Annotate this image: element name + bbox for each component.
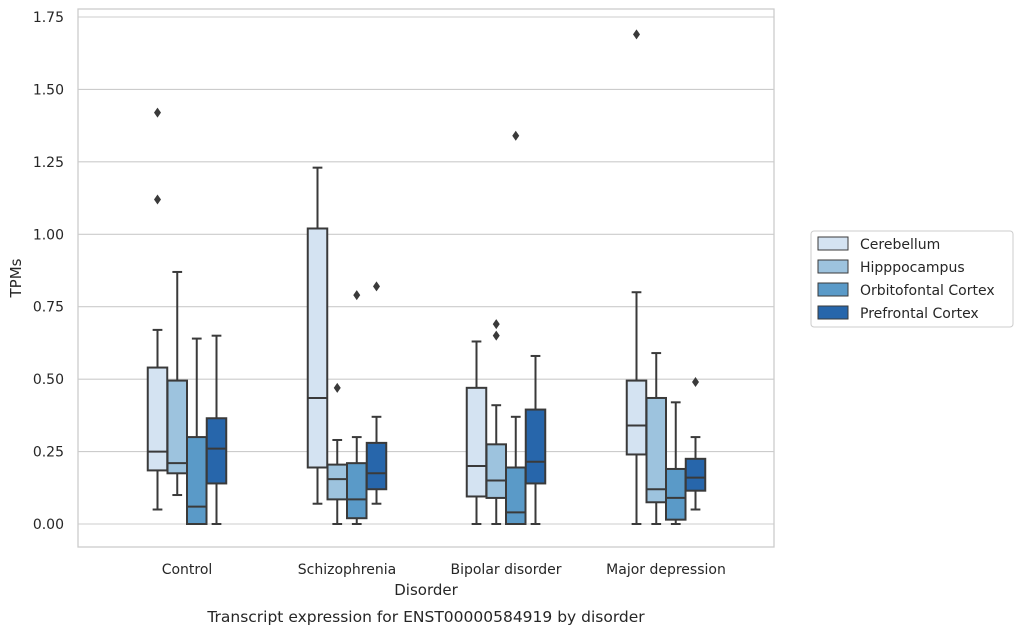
box-iqr [524,408,547,485]
outlier-point [154,107,161,118]
box-iqr [684,457,707,492]
series-hipppocampus [166,270,667,525]
box-bipolar-disorder [524,354,547,525]
box-iqr [485,443,507,499]
outlier-point [333,382,341,393]
y-tick-labels: 0.00 0.25 0.50 0.75 1.00 1.25 1.50 1.75 [33,10,64,533]
box-iqr [326,463,348,501]
outlier-point [492,330,500,341]
outlier-point [492,319,500,330]
outlier-point [512,130,520,141]
box-control [166,270,188,497]
box-schizophrenia [365,281,388,505]
legend-label: Cerebellum [860,237,940,253]
box-major-depression [625,29,648,525]
y-tick-label: 0.75 [33,300,64,316]
outlier-point [373,281,380,292]
legend-swatch [817,282,849,297]
series-prefrontal-cortex [205,281,707,525]
y-tick-label: 0.25 [33,445,64,461]
box-control [186,337,208,526]
y-tick-label: 1.50 [33,82,64,98]
legend-swatch [817,305,849,320]
legend-label: Orbitofontal Cortex [860,283,995,299]
box-iqr [505,466,527,525]
box-iqr [346,462,368,520]
plot-frame [77,8,775,548]
y-tick-label: 1.00 [33,227,64,243]
box-bipolar-disorder [505,130,527,525]
box-control [146,107,169,511]
box-control [205,334,228,525]
box-iqr [166,379,188,475]
legend-label: Hipppocampus [860,260,965,276]
y-tick-label: 0.50 [33,372,64,388]
series-cerebellum [146,29,648,525]
y-tick-label: 0.00 [33,517,64,533]
box-major-depression [645,352,667,525]
x-axis-label: Disorder [394,581,458,599]
box-iqr [205,417,228,485]
x-tick-label: Bipolar disorder [450,562,561,578]
legend: Cerebellum Hipppocampus Orbitofontal Corte… [810,230,1014,328]
legend-frame [810,230,1014,328]
y-axis-label: TPMs [7,258,25,298]
x-tick-label: Control [162,562,213,578]
box-iqr [365,441,388,491]
box-schizophrenia [326,382,348,525]
box-major-depression [665,401,687,525]
box-bipolar-disorder [485,319,507,525]
outlier-point [353,290,361,301]
x-tick-labels: Control Schizophrenia Bipolar disorder Majo… [162,562,726,578]
box-plot-series [146,29,707,526]
box-iqr [306,227,329,469]
outlier-point [633,29,640,40]
y-tick-label: 1.25 [33,155,64,171]
box-schizophrenia [346,290,368,525]
box-iqr [665,467,687,521]
x-tick-label: Major depression [606,562,726,578]
outlier-point [154,194,161,205]
series-orbitofontal-cortex [186,130,687,526]
chart-caption: Transcript expression for ENST0000058491… [206,608,645,626]
legend-swatch [817,236,849,251]
box-iqr [186,436,208,526]
box-iqr [625,379,648,456]
outlier-point [692,377,699,388]
box-iqr [146,366,169,472]
legend-label: Prefrontal Cortex [860,306,979,322]
x-tick-label: Schizophrenia [298,562,396,578]
box-major-depression [684,377,707,511]
box-bipolar-disorder [465,340,488,525]
y-tick-label: 1.75 [33,10,64,26]
box-schizophrenia [306,166,329,505]
box-iqr [645,396,667,504]
box-iqr [465,386,488,498]
legend-swatch [817,259,849,274]
